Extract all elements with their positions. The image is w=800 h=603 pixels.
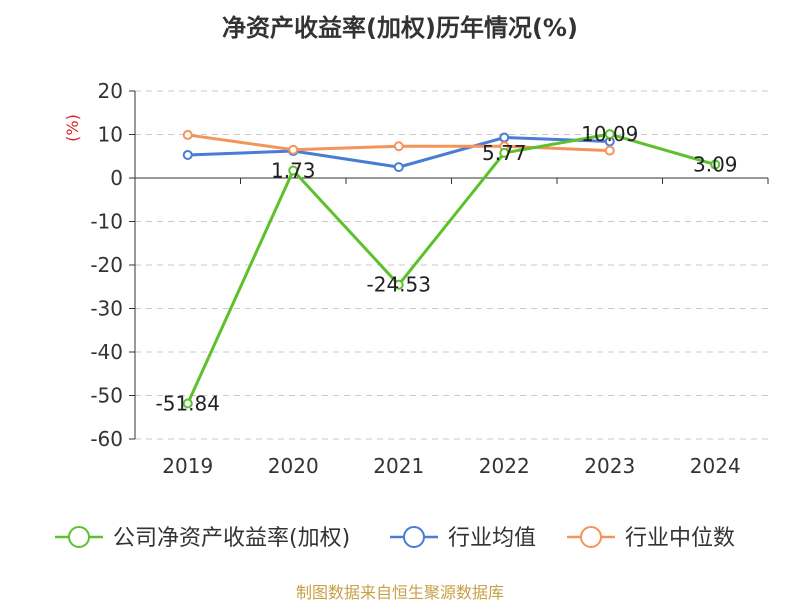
series-point — [393, 279, 404, 290]
legend: 公司净资产收益率(加权) 行业均值 行业中位数 — [55, 526, 735, 551]
axes: 20 10 0 -10 -20 -30 -40 -50 -60 2019 2020 2021 2022 2… — [90, 79, 769, 478]
source-note: 制图数据来自恒生聚源数据库 — [295, 583, 504, 602]
data-label: 3.09 — [693, 153, 738, 177]
series-point — [182, 398, 193, 409]
series-point — [499, 147, 510, 158]
series-point — [710, 159, 721, 170]
y-tick-label: -30 — [90, 297, 123, 321]
chart-title: 净资产收益率(加权)历年情况(%) — [222, 14, 578, 42]
series-point — [604, 129, 615, 140]
x-tick-label: 2024 — [690, 454, 741, 478]
series-point — [182, 149, 193, 160]
series-point — [393, 141, 404, 152]
x-tick-label: 2023 — [584, 454, 635, 478]
y-tick-label: -50 — [90, 384, 123, 408]
legend-label: 行业中位数 — [625, 526, 735, 551]
series-point — [393, 162, 404, 173]
y-tick-label: 10 — [98, 123, 123, 147]
x-tick-label: 2019 — [162, 454, 213, 478]
y-tick-label: 20 — [98, 79, 123, 103]
series-point — [604, 145, 615, 156]
series — [182, 129, 721, 409]
legend-marker — [580, 526, 602, 548]
grid-lines — [135, 90, 768, 440]
x-tick-label: 2021 — [373, 454, 424, 478]
data-label: -51.84 — [156, 392, 220, 416]
x-tick-label: 2022 — [479, 454, 530, 478]
series-line — [186, 132, 716, 405]
series-point — [288, 144, 299, 155]
y-tick-label: -40 — [90, 340, 123, 364]
y-tick-label: 0 — [110, 166, 123, 190]
legend-label: 公司净资产收益率(加权) — [113, 526, 350, 551]
legend-marker — [403, 526, 425, 548]
y-tick-label: -10 — [90, 210, 123, 234]
y-tick-label: -20 — [90, 253, 123, 277]
x-tick-label: 2020 — [268, 454, 319, 478]
y-axis-unit: (%) — [63, 114, 82, 142]
series-point — [288, 165, 299, 176]
data-label: 1.73 — [271, 158, 316, 182]
y-tick-label: -60 — [90, 427, 123, 451]
legend-marker — [68, 526, 90, 548]
data-label: -24.53 — [367, 273, 431, 297]
data-label: 5.77 — [482, 141, 527, 165]
data-label: 10.09 — [581, 122, 638, 146]
legend-label: 行业均值 — [448, 526, 536, 551]
series-point — [182, 129, 193, 140]
data-labels: -51.84 1.73 -24.53 5.77 10.09 3.09 — [156, 122, 738, 415]
